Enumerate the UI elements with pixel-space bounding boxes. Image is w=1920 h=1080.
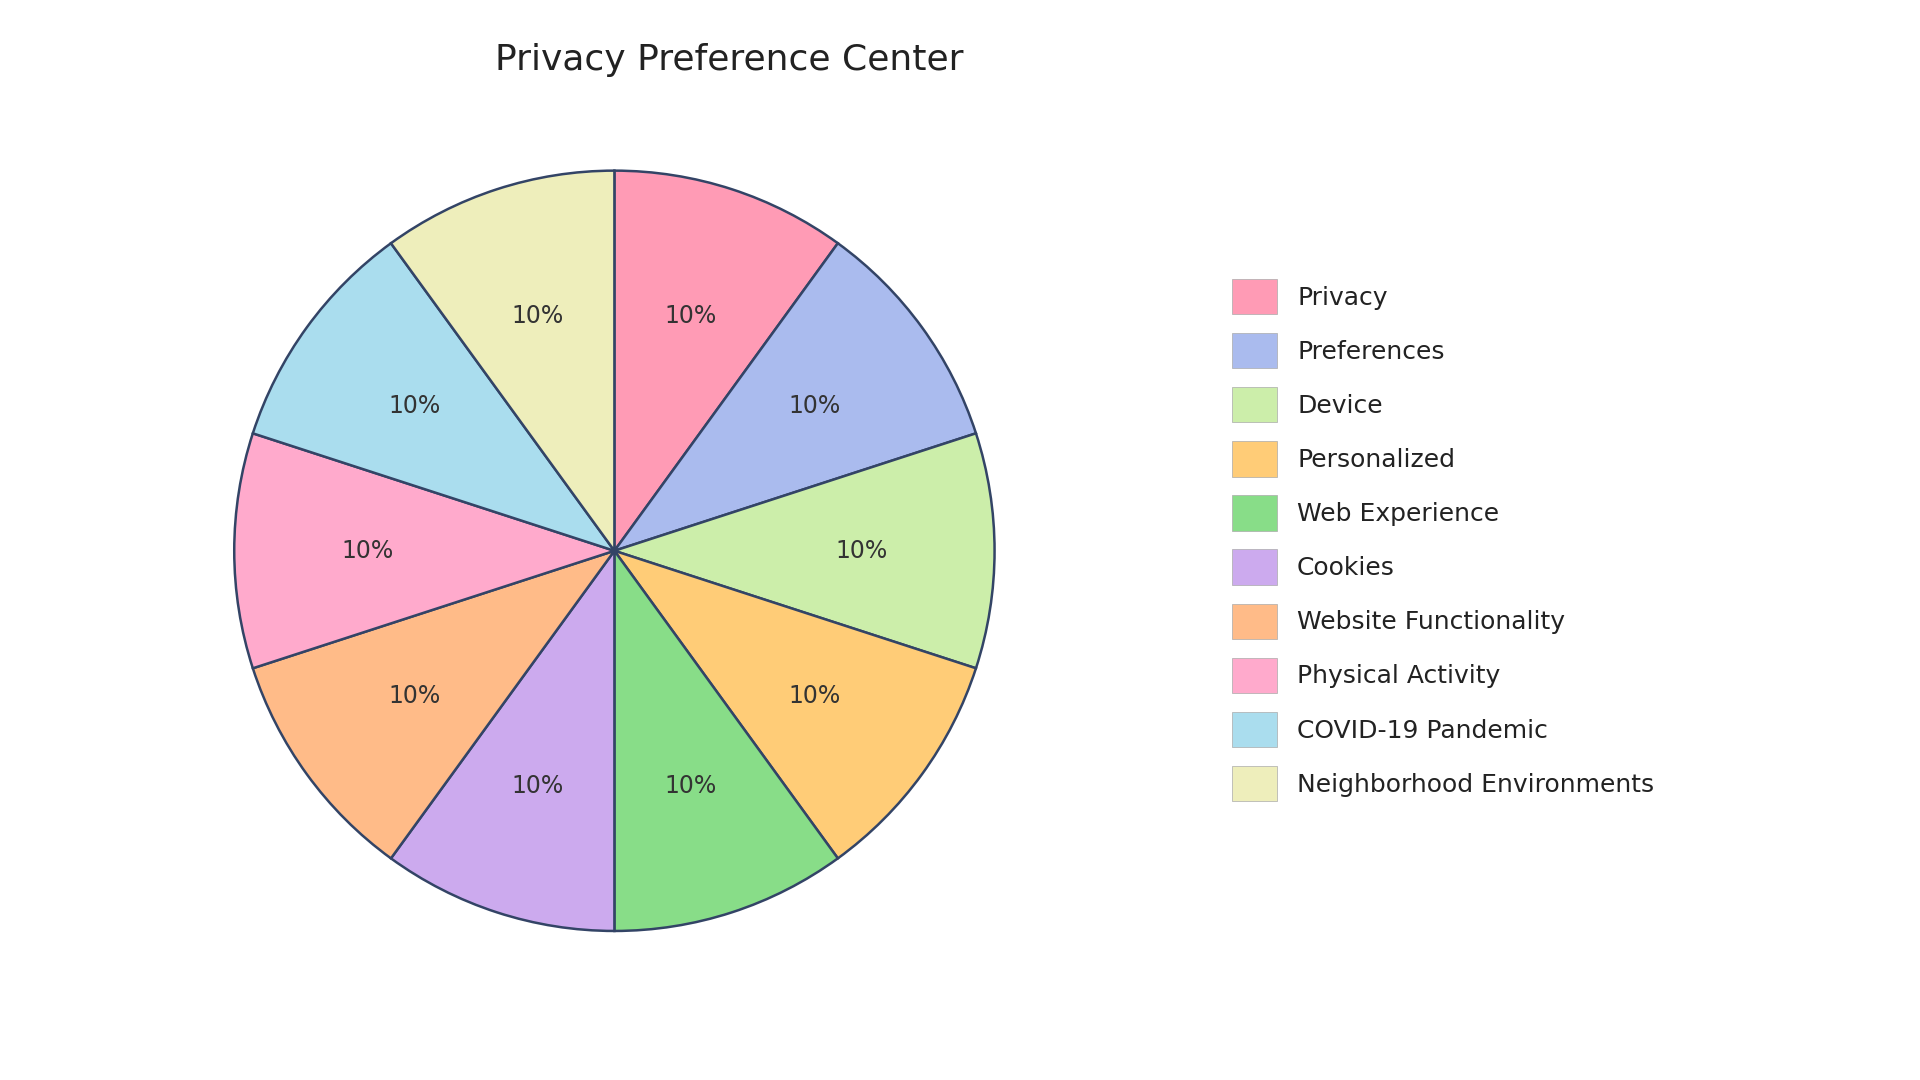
Wedge shape <box>234 433 614 669</box>
Wedge shape <box>614 243 975 551</box>
Text: 10%: 10% <box>513 303 564 328</box>
Text: 10%: 10% <box>388 684 440 708</box>
Wedge shape <box>614 551 975 859</box>
Text: 10%: 10% <box>342 539 394 563</box>
Text: 10%: 10% <box>789 393 841 418</box>
Text: 10%: 10% <box>513 773 564 798</box>
Wedge shape <box>253 243 614 551</box>
Text: 10%: 10% <box>664 773 716 798</box>
Legend: Privacy, Preferences, Device, Personalized, Web Experience, Cookies, Website Fun: Privacy, Preferences, Device, Personaliz… <box>1223 269 1665 811</box>
Text: 10%: 10% <box>664 303 716 328</box>
Text: 10%: 10% <box>789 684 841 708</box>
Wedge shape <box>392 171 614 551</box>
Wedge shape <box>392 551 614 931</box>
Wedge shape <box>614 433 995 669</box>
Wedge shape <box>614 171 837 551</box>
Text: Privacy Preference Center: Privacy Preference Center <box>495 43 964 77</box>
Text: 10%: 10% <box>835 539 887 563</box>
Text: 10%: 10% <box>388 393 440 418</box>
Wedge shape <box>614 551 837 931</box>
Wedge shape <box>253 551 614 859</box>
